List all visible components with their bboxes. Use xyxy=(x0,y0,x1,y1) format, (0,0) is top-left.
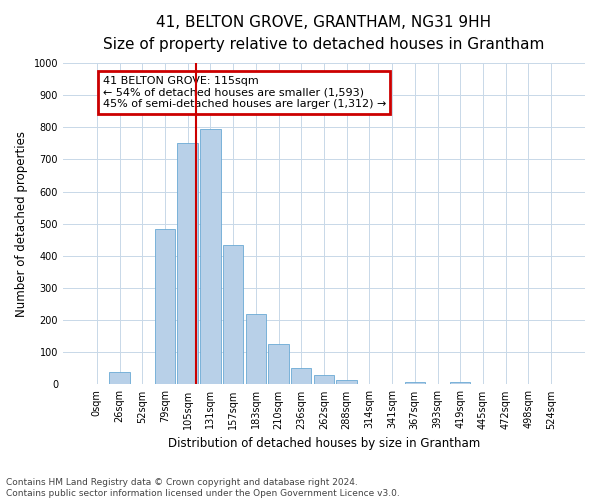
Bar xyxy=(155,228,175,384)
Y-axis label: Number of detached properties: Number of detached properties xyxy=(15,131,28,317)
Bar xyxy=(450,382,470,384)
Bar xyxy=(109,372,130,384)
X-axis label: Distribution of detached houses by size in Grantham: Distribution of detached houses by size … xyxy=(168,437,480,450)
Bar xyxy=(314,376,334,384)
Bar xyxy=(404,382,425,384)
Text: 41 BELTON GROVE: 115sqm
← 54% of detached houses are smaller (1,593)
45% of semi: 41 BELTON GROVE: 115sqm ← 54% of detache… xyxy=(103,76,386,109)
Bar xyxy=(291,368,311,384)
Text: Contains HM Land Registry data © Crown copyright and database right 2024.
Contai: Contains HM Land Registry data © Crown c… xyxy=(6,478,400,498)
Bar xyxy=(245,314,266,384)
Bar xyxy=(200,129,221,384)
Bar xyxy=(268,344,289,385)
Bar xyxy=(178,144,198,384)
Title: 41, BELTON GROVE, GRANTHAM, NG31 9HH
Size of property relative to detached house: 41, BELTON GROVE, GRANTHAM, NG31 9HH Siz… xyxy=(103,15,545,52)
Bar xyxy=(223,244,244,384)
Bar xyxy=(337,380,357,384)
